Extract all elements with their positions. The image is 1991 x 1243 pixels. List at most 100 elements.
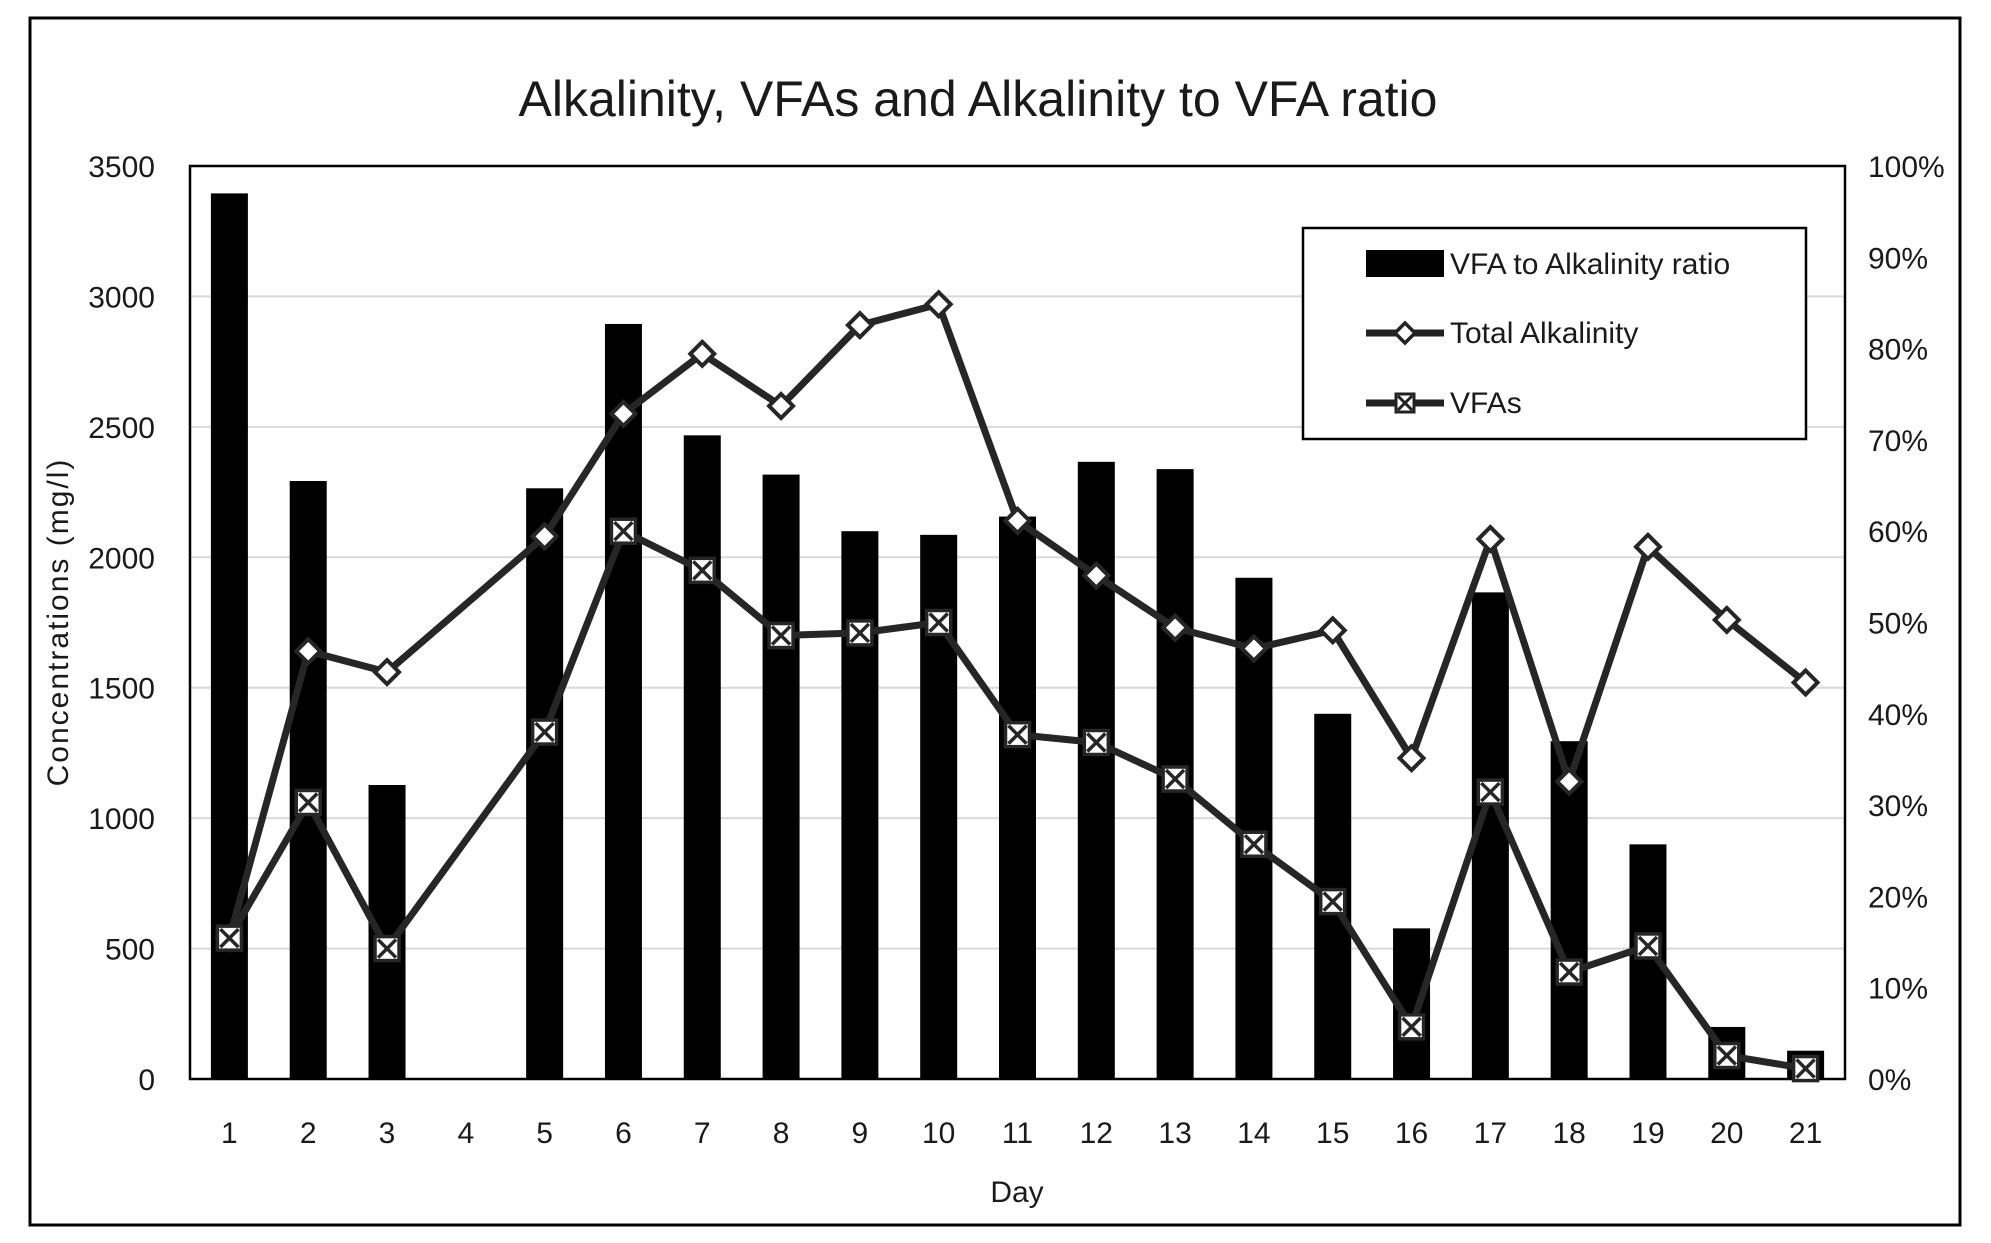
marker-day-10 bbox=[923, 289, 954, 320]
y2-tick-label: 50% bbox=[1868, 608, 1928, 641]
y2-tick-label: 10% bbox=[1868, 973, 1928, 1006]
marker-day-6 bbox=[608, 398, 639, 429]
x-tick-label: 14 bbox=[1237, 1117, 1270, 1150]
y2-tick-label: 70% bbox=[1868, 425, 1928, 458]
marker-day-19 bbox=[1633, 532, 1663, 562]
marker-day-17 bbox=[1475, 524, 1506, 554]
y2-axis-ticks: 0% 10% 20% 30% 40% 50% 60% 70% 80% 90% 100% bbox=[1868, 151, 1945, 1097]
marker-day-17 bbox=[1476, 778, 1505, 806]
x-tick-label: 6 bbox=[615, 1117, 632, 1150]
bar-ratio-day-12 bbox=[1077, 461, 1115, 1079]
x-tick-label: 10 bbox=[922, 1117, 955, 1150]
legend-label-alkalinity: Total Alkalinity bbox=[1450, 317, 1638, 350]
series-line bbox=[226, 300, 1808, 940]
marker-day-2 bbox=[293, 636, 324, 667]
x-tick-label: 5 bbox=[536, 1117, 553, 1150]
legend: VFA to Alkalinity ratio Total Alkalinity… bbox=[1301, 226, 1808, 441]
x-tick-label: 19 bbox=[1631, 1117, 1664, 1150]
marker-day-14 bbox=[1239, 633, 1269, 664]
marker-day-8 bbox=[766, 391, 796, 421]
x-axis-label: Day bbox=[990, 1176, 1043, 1209]
x-tick-label: 17 bbox=[1474, 1117, 1507, 1150]
marker-day-12 bbox=[1081, 560, 1112, 591]
y2-tick-label: 60% bbox=[1868, 516, 1928, 549]
legend-label-ratio: VFA to Alkalinity ratio bbox=[1450, 248, 1730, 281]
chart-title: Alkalinity, VFAs and Alkalinity to VFA r… bbox=[519, 71, 1438, 127]
marker-day-12 bbox=[1082, 728, 1111, 757]
y2-tick-label: 80% bbox=[1868, 334, 1928, 367]
bar-ratio-day-11 bbox=[999, 516, 1036, 1079]
x-tick-label: 9 bbox=[852, 1117, 869, 1150]
x-tick-label: 21 bbox=[1789, 1117, 1822, 1150]
marker-day-21 bbox=[1790, 667, 1821, 698]
marker-day-11 bbox=[1002, 505, 1033, 536]
x-tick-label: 2 bbox=[300, 1117, 317, 1150]
x-tick-label: 13 bbox=[1158, 1117, 1191, 1150]
marker-day-16 bbox=[1396, 743, 1427, 773]
y2-tick-label: 40% bbox=[1868, 699, 1928, 732]
marker-day-7 bbox=[687, 338, 718, 369]
legend-swatch-bar bbox=[1366, 250, 1444, 277]
marker-day-13 bbox=[1160, 612, 1190, 643]
y2-tick-label: 30% bbox=[1868, 790, 1928, 823]
marker-day-1 bbox=[215, 924, 244, 952]
x-tick-label: 15 bbox=[1316, 1117, 1349, 1150]
y-tick-label: 2500 bbox=[88, 412, 155, 445]
y2-tick-label: 100% bbox=[1868, 151, 1945, 184]
bar-ratio-day-9 bbox=[841, 531, 879, 1079]
x-axis-ticks: 1 2 3 4 5 6 7 8 9 10 11 12 13 14 15 16 17 18 19 20 21 bbox=[221, 1117, 1822, 1150]
x-tick-label: 11 bbox=[1002, 1117, 1033, 1150]
y-tick-label: 0 bbox=[138, 1064, 155, 1097]
series-line bbox=[226, 527, 1807, 1073]
y-tick-label: 3500 bbox=[88, 151, 155, 184]
y-tick-label: 2000 bbox=[88, 542, 155, 575]
y-tick-label: 1500 bbox=[88, 673, 155, 706]
bar-ratio-day-6 bbox=[604, 323, 642, 1080]
y2-tick-label: 90% bbox=[1868, 242, 1928, 275]
marker-day-14 bbox=[1240, 830, 1268, 858]
legend-x-square-icon bbox=[1394, 392, 1416, 414]
x-tick-label: 3 bbox=[379, 1117, 396, 1150]
marker-day-18 bbox=[1554, 766, 1584, 797]
marker-day-5 bbox=[529, 521, 560, 552]
marker-day-2 bbox=[294, 788, 322, 817]
legend-diamond-icon bbox=[1392, 320, 1418, 346]
marker-day-15 bbox=[1318, 887, 1347, 916]
marker-day-20 bbox=[1713, 1041, 1741, 1070]
marker-day-15 bbox=[1317, 615, 1348, 646]
y-tick-label: 500 bbox=[105, 934, 155, 967]
legend-label-vfas: VFAs bbox=[1450, 387, 1522, 420]
marker-day-10 bbox=[924, 608, 953, 637]
x-tick-label: 7 bbox=[694, 1117, 711, 1150]
bar-ratio-day-2 bbox=[289, 480, 327, 1079]
marker-day-6 bbox=[609, 517, 638, 545]
bar-ratio-day-5 bbox=[526, 488, 564, 1079]
marker-day-3 bbox=[372, 657, 402, 687]
series-vfas bbox=[215, 517, 1820, 1083]
x-tick-label: 20 bbox=[1710, 1117, 1743, 1150]
x-tick-label: 12 bbox=[1080, 1117, 1113, 1150]
marker-day-8 bbox=[767, 621, 795, 650]
y2-tick-label: 0% bbox=[1868, 1064, 1911, 1097]
marker-day-11 bbox=[1003, 720, 1032, 749]
marker-day-18 bbox=[1555, 958, 1583, 986]
marker-day-9 bbox=[846, 619, 874, 647]
x-tick-label: 18 bbox=[1552, 1117, 1585, 1150]
bar-ratio-day-8 bbox=[762, 474, 800, 1079]
marker-day-5 bbox=[530, 718, 559, 746]
marker-day-21 bbox=[1791, 1054, 1820, 1083]
y-tick-label: 1000 bbox=[88, 803, 155, 836]
bar-ratio-day-7 bbox=[683, 435, 721, 1080]
marker-day-16 bbox=[1397, 1013, 1426, 1041]
marker-day-19 bbox=[1634, 932, 1662, 960]
bar-ratio-day-18 bbox=[1550, 741, 1588, 1079]
x-tick-label: 16 bbox=[1395, 1117, 1428, 1150]
y-axis-ticks: 0 500 1000 1500 2000 2500 3000 3500 bbox=[88, 151, 155, 1097]
marker-day-9 bbox=[845, 310, 875, 340]
y-axis-label: Concentrations (mg/l) bbox=[42, 458, 75, 787]
y2-tick-label: 20% bbox=[1868, 881, 1928, 914]
marker-day-13 bbox=[1161, 765, 1189, 793]
x-tick-label: 8 bbox=[773, 1117, 790, 1150]
x-tick-label: 4 bbox=[457, 1117, 474, 1150]
